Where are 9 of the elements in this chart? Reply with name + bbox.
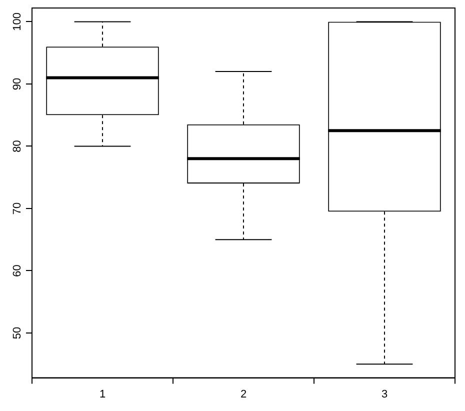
x-tick-label: 2 (240, 388, 247, 400)
x-tick-label: 1 (99, 388, 106, 400)
y-tick-label: 70 (12, 202, 24, 215)
y-tick-label: 50 (12, 326, 24, 340)
x-tick-label: 3 (381, 388, 388, 400)
y-tick-label: 90 (12, 78, 24, 90)
y-tick-label: 60 (12, 264, 24, 277)
y-tick-label: 100 (12, 12, 24, 31)
y-tick-label: 80 (12, 140, 24, 152)
